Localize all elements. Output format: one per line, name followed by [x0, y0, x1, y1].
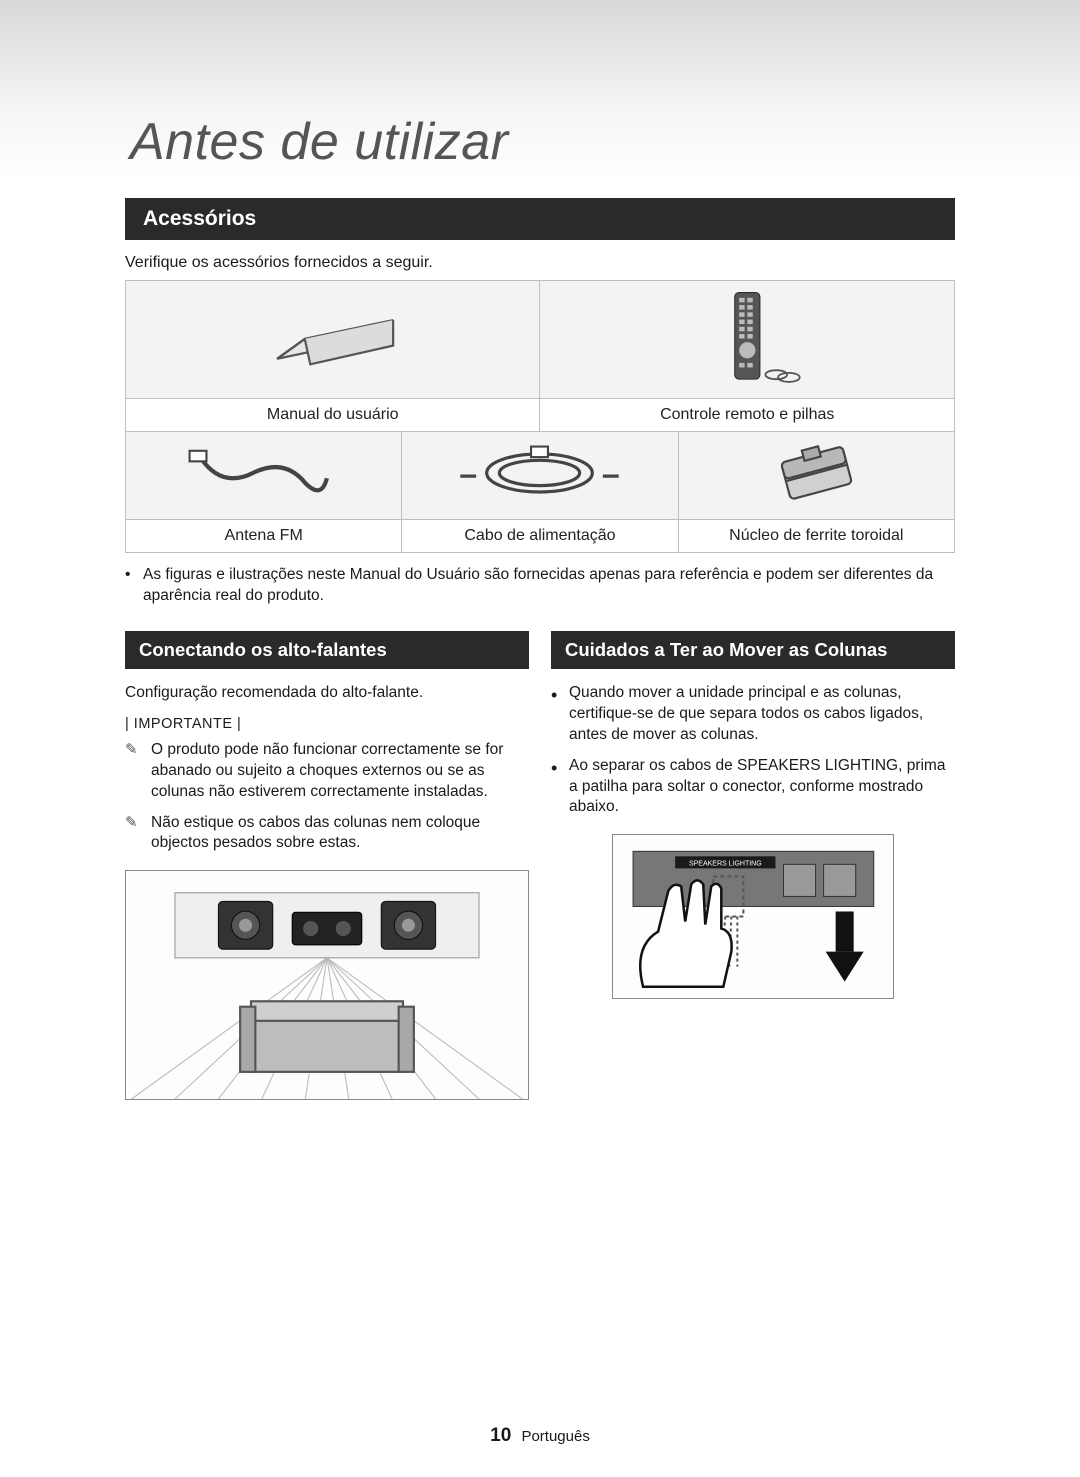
- connector-illustration: SPEAKERS LIGHTING: [612, 834, 895, 999]
- accessories-table: Manual do usuário Controle remoto e pilh…: [125, 280, 955, 553]
- left-bullets: O produto pode não funcionar correctamen…: [125, 740, 529, 855]
- accessory-label: Antena FM: [126, 520, 402, 553]
- page-title: Antes de utilizar: [130, 112, 508, 172]
- accessory-image-power-cable: [402, 432, 678, 520]
- panel-label: SPEAKERS LIGHTING: [689, 861, 762, 868]
- page-language: Português: [521, 1428, 589, 1445]
- speaker-setup-illustration: [125, 870, 529, 1100]
- page-number: 10: [490, 1425, 511, 1446]
- left-intro: Configuração recomendada do alto-falante…: [125, 683, 529, 704]
- accessory-image-remote: [540, 281, 955, 399]
- list-item: Ao separar os cabos de SPEAKERS LIGHTING…: [551, 756, 955, 819]
- remote-icon: [675, 287, 820, 386]
- power-cable-icon: [455, 436, 624, 510]
- right-heading: Cuidados a Ter ao Mover as Colunas: [551, 631, 955, 669]
- accessory-image-ferrite: [678, 432, 954, 520]
- accessory-label: Controle remoto e pilhas: [540, 399, 955, 432]
- ferrite-icon: [732, 436, 901, 510]
- list-item: Não estique os cabos das colunas nem col…: [125, 813, 529, 855]
- left-column: Conectando os alto-falantes Configuração…: [125, 631, 529, 1101]
- accessories-heading: Acessórios: [125, 198, 955, 240]
- accessories-intro: Verifique os acessórios fornecidos a seg…: [125, 254, 955, 272]
- accessory-label: Cabo de alimentação: [402, 520, 678, 553]
- list-item: O produto pode não funcionar correctamen…: [125, 740, 529, 803]
- page-footer: 10 Português: [0, 1425, 1080, 1447]
- antenna-icon: [179, 436, 348, 510]
- right-bullets: Quando mover a unidade principal e as co…: [551, 683, 955, 819]
- left-heading: Conectando os alto-falantes: [125, 631, 529, 669]
- manual-icon: [244, 287, 421, 386]
- accessory-image-antenna: [126, 432, 402, 520]
- important-label: | IMPORTANTE |: [125, 716, 529, 732]
- accessory-label: Núcleo de ferrite toroidal: [678, 520, 954, 553]
- right-column: Cuidados a Ter ao Mover as Colunas Quand…: [551, 631, 955, 1101]
- accessories-note-text: As figuras e ilustrações neste Manual do…: [143, 565, 955, 607]
- accessories-note: • As figuras e ilustrações neste Manual …: [125, 565, 955, 607]
- connector-release-icon: SPEAKERS LIGHTING: [613, 835, 894, 998]
- list-item: Quando mover a unidade principal e as co…: [551, 683, 955, 746]
- speaker-room-icon: [126, 871, 528, 1099]
- accessory-label: Manual do usuário: [126, 399, 540, 432]
- accessory-image-manual: [126, 281, 540, 399]
- header-band: Antes de utilizar: [0, 0, 1080, 180]
